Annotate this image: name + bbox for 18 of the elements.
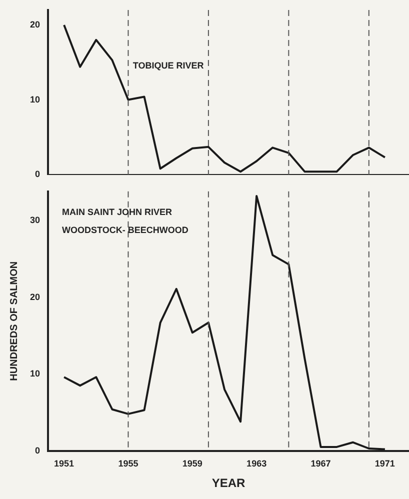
y-tick-label: 10 (30, 368, 40, 379)
y-tick-label: 0 (34, 445, 40, 456)
x-tick-label: 1951 (54, 458, 74, 469)
y-tick-label: 20 (30, 19, 40, 30)
x-tick-label: 1959 (182, 458, 202, 469)
x-tick-label: 1967 (310, 458, 331, 469)
x-tick-label: 1971 (374, 458, 395, 469)
x-tick-label: 1955 (118, 458, 138, 469)
x-tick-label: 1963 (246, 458, 267, 469)
y-tick-label: 30 (30, 215, 40, 226)
x-axis-title: YEAR (212, 476, 246, 490)
y-tick-label: 20 (30, 292, 40, 302)
annotation: TOBIQUE RIVER (132, 60, 204, 70)
y-tick-label: 10 (30, 94, 40, 104)
y-axis-title: HUNDREDS OF SALMON (8, 261, 20, 381)
annotation: WOODSTOCK- BEECHWOOD (62, 224, 189, 235)
y-tick-label: 0 (34, 169, 40, 180)
annotation: MAIN SAINT JOHN RIVER (62, 206, 173, 217)
